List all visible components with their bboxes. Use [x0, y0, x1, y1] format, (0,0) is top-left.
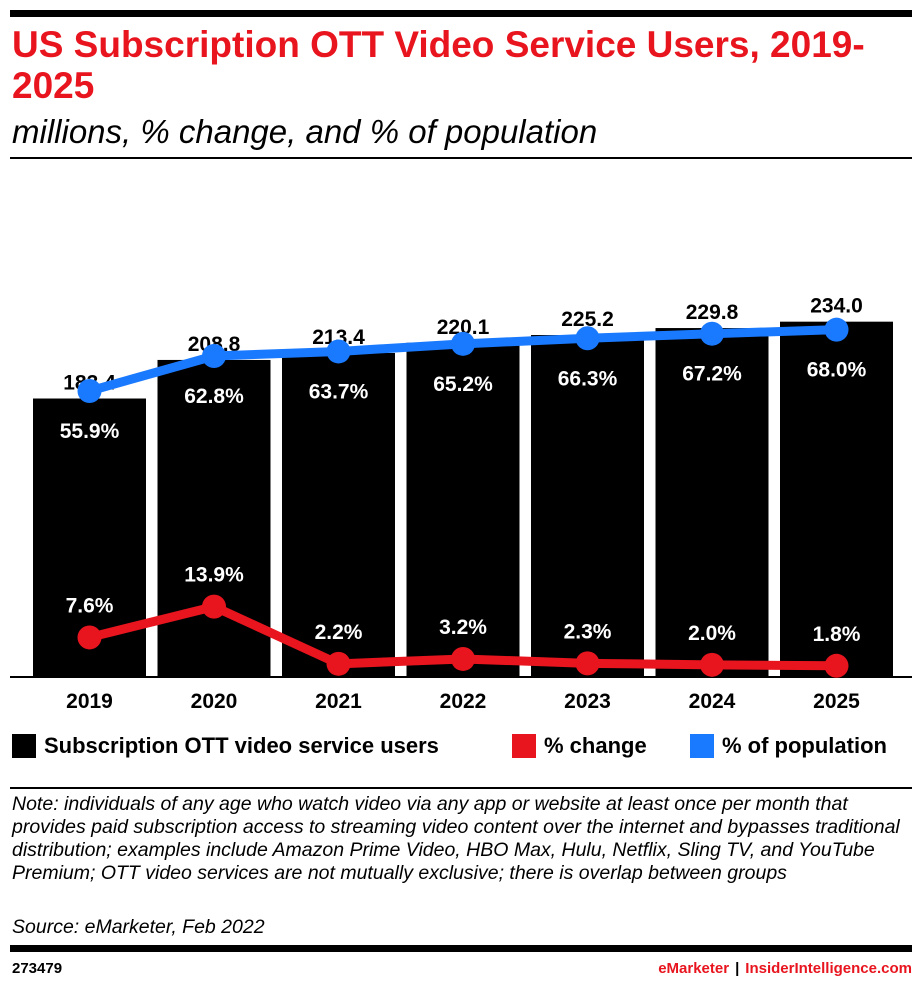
population-label-2023: 66.3%: [558, 367, 618, 390]
legend-label-population: % of population: [722, 733, 887, 758]
x-tick-2023: 2023: [564, 690, 611, 713]
population-label-2021: 63.7%: [309, 380, 369, 403]
population-point-2022: [451, 331, 475, 356]
legend-item-change: % change: [512, 733, 647, 759]
legend-item-population: % of population: [690, 733, 887, 759]
top-rule: [10, 10, 912, 17]
note-divider: [10, 787, 912, 789]
change-label-2023: 2.3%: [564, 620, 612, 643]
brand-separator: |: [735, 960, 740, 977]
bottom-rule: [10, 945, 912, 952]
x-tick-2019: 2019: [66, 690, 113, 713]
legend-item-users: Subscription OTT video service users: [12, 733, 439, 759]
bar-label-2024: 229.8: [686, 301, 739, 324]
bar-2023: [531, 335, 644, 677]
change-point-2023: [575, 651, 600, 676]
change-point-2020: [202, 594, 226, 619]
change-label-2024: 2.0%: [688, 622, 736, 645]
change-point-2022: [451, 646, 475, 671]
population-label-2024: 67.2%: [682, 363, 742, 386]
change-label-2021: 2.2%: [315, 621, 363, 644]
population-point-2025: [824, 317, 849, 342]
bar-2022: [406, 342, 520, 677]
x-tick-2020: 2020: [191, 690, 238, 713]
legend-label-users: Subscription OTT video service users: [44, 733, 439, 758]
legend-swatch-population: [690, 734, 714, 758]
x-tick-2021: 2021: [315, 690, 362, 713]
change-point-2025: [824, 653, 849, 678]
legend-swatch-users: [12, 734, 36, 758]
legend-label-change: % change: [544, 733, 647, 758]
change-label-2020: 13.9%: [184, 564, 244, 587]
source-line: Source: eMarketer, Feb 2022: [12, 916, 265, 938]
brand-emarketer: eMarketer: [658, 960, 730, 977]
chart-legend: Subscription OTT video service users % c…: [12, 733, 912, 763]
bar-2025: [780, 321, 893, 677]
brand-insider-intelligence: InsiderIntelligence.com: [745, 960, 912, 977]
population-point-2020: [202, 344, 226, 369]
population-label-2019: 55.9%: [60, 420, 120, 443]
bar-2024: [655, 328, 769, 677]
title-divider: [10, 157, 912, 159]
population-label-2020: 62.8%: [184, 385, 244, 408]
x-tick-2025: 2025: [813, 690, 860, 713]
bar-label-2021: 213.4: [312, 326, 365, 349]
population-point-2024: [700, 321, 724, 346]
legend-swatch-change: [512, 734, 536, 758]
bar-label-2023: 225.2: [561, 308, 614, 331]
population-label-2022: 65.2%: [433, 373, 493, 396]
change-label-2022: 3.2%: [439, 616, 487, 639]
change-point-2019: [77, 625, 102, 650]
change-label-2019: 7.6%: [66, 594, 114, 617]
chart-id: 273479: [12, 960, 63, 977]
population-point-2021: [326, 339, 351, 364]
footnote: Note: individuals of any age who watch v…: [12, 793, 900, 884]
combo-chart: 183.4208.8213.4220.1225.2229.8234.020192…: [10, 295, 912, 713]
bar-label-2025: 234.0: [810, 295, 863, 318]
brand-credit: eMarketer | InsiderIntelligence.com: [658, 960, 912, 977]
bar-2021: [282, 352, 395, 677]
change-label-2025: 1.8%: [813, 623, 861, 646]
chart-subtitle: millions, % change, and % of population: [12, 113, 598, 150]
chart-title: US Subscription OTT Video Service Users,…: [12, 24, 865, 106]
x-tick-2022: 2022: [440, 690, 487, 713]
change-point-2021: [326, 651, 351, 676]
population-point-2019: [77, 379, 102, 403]
change-point-2024: [700, 652, 724, 677]
population-point-2023: [575, 326, 600, 351]
x-tick-2024: 2024: [689, 690, 736, 713]
population-label-2025: 68.0%: [807, 359, 867, 382]
bar-label-2022: 220.1: [437, 316, 490, 339]
